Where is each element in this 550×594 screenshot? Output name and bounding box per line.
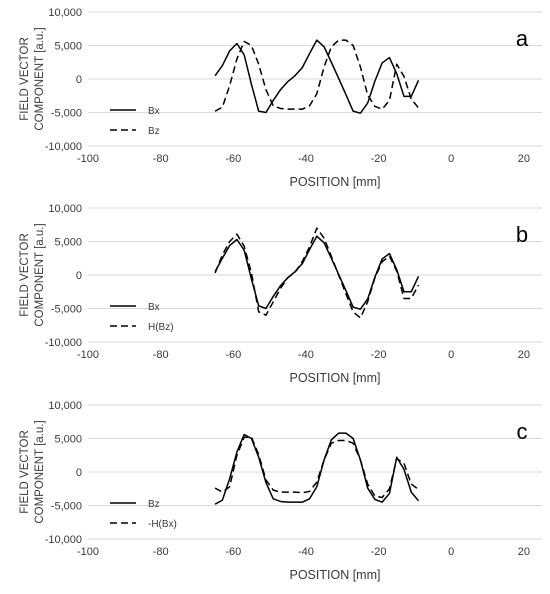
x-tick-label: -100 bbox=[77, 349, 99, 361]
x-tick-label: 0 bbox=[448, 153, 454, 165]
legend-label: Bx bbox=[148, 302, 160, 313]
legend-label: -H(Bx) bbox=[148, 519, 177, 530]
x-tick-label: -80 bbox=[153, 153, 169, 165]
x-axis-label: POSITION [mm] bbox=[290, 568, 381, 582]
x-tick-label: -60 bbox=[225, 546, 241, 558]
x-tick-label: 20 bbox=[518, 153, 530, 165]
x-tick-label: 0 bbox=[448, 349, 454, 361]
y-tick-label: 5,000 bbox=[54, 41, 82, 53]
y-tick-label: 0 bbox=[76, 74, 82, 86]
legend-label: Bz bbox=[148, 499, 160, 510]
x-tick-label: 20 bbox=[518, 349, 530, 361]
series-line-dashed bbox=[214, 39, 420, 112]
x-axis-label: POSITION [mm] bbox=[290, 371, 381, 385]
legend-label: Bz bbox=[148, 126, 160, 137]
series-line-dashed bbox=[214, 227, 420, 319]
y-tick-label: 0 bbox=[76, 270, 82, 282]
x-tick-label: -20 bbox=[371, 153, 387, 165]
y-axis-label: FIELD VECTOR bbox=[19, 233, 31, 317]
chart-panel-c: 10,000 5,000 0 -5,000 -10,000-100 -80 -60 -40 -2… bbox=[19, 400, 542, 582]
x-tick-label: -80 bbox=[153, 546, 169, 558]
panel-label: a bbox=[516, 26, 529, 51]
y-axis-label: FIELD VECTOR bbox=[19, 37, 31, 121]
x-tick-label: -40 bbox=[298, 349, 314, 361]
series-line-solid bbox=[214, 235, 420, 310]
x-tick-label: -100 bbox=[77, 153, 99, 165]
chart-panel-a: 10,000 5,000 0 -5,000 -10,000-100 -80 -60 -40 -2… bbox=[19, 7, 542, 189]
y-tick-label: 5,000 bbox=[54, 237, 82, 249]
y-tick-label: 10,000 bbox=[48, 400, 82, 412]
series-line-dashed bbox=[214, 436, 419, 499]
series-line-solid bbox=[214, 39, 420, 114]
legend-label: Bx bbox=[148, 106, 160, 117]
y-tick-label: -10,000 bbox=[45, 141, 82, 153]
x-tick-label: -40 bbox=[298, 153, 314, 165]
x-tick-label: -60 bbox=[225, 349, 241, 361]
panel-label: b bbox=[516, 222, 528, 247]
legend-label: H(Bz) bbox=[148, 322, 174, 333]
x-tick-label: 20 bbox=[518, 546, 530, 558]
y-axis-label: COMPONENT [a.u.] bbox=[34, 223, 46, 326]
y-axis-label: FIELD VECTOR bbox=[19, 430, 31, 514]
y-tick-label: 10,000 bbox=[48, 203, 82, 215]
y-tick-label: 5,000 bbox=[54, 434, 82, 446]
x-tick-label: -40 bbox=[298, 546, 314, 558]
y-tick-label: -10,000 bbox=[45, 534, 82, 546]
x-tick-label: -20 bbox=[371, 349, 387, 361]
y-tick-label: 10,000 bbox=[48, 7, 82, 19]
panel-label: c bbox=[517, 419, 528, 444]
y-tick-label: -5,000 bbox=[51, 108, 82, 120]
x-tick-label: -100 bbox=[77, 546, 99, 558]
y-axis-label: COMPONENT [a.u.] bbox=[34, 420, 46, 523]
y-tick-label: 0 bbox=[76, 467, 82, 479]
x-axis-label: POSITION [mm] bbox=[290, 175, 381, 189]
x-tick-label: -20 bbox=[371, 546, 387, 558]
x-tick-label: -80 bbox=[153, 349, 169, 361]
y-tick-label: -10,000 bbox=[45, 337, 82, 349]
y-axis-label: COMPONENT [a.u.] bbox=[34, 27, 46, 130]
series-line-solid bbox=[214, 432, 420, 505]
y-tick-label: -5,000 bbox=[51, 501, 82, 513]
x-tick-label: 0 bbox=[448, 546, 454, 558]
y-tick-label: -5,000 bbox=[51, 304, 82, 316]
x-tick-label: -60 bbox=[225, 153, 241, 165]
chart-panel-b: 10,000 5,000 0 -5,000 -10,000-100 -80 -60 -40 -2… bbox=[19, 203, 542, 385]
